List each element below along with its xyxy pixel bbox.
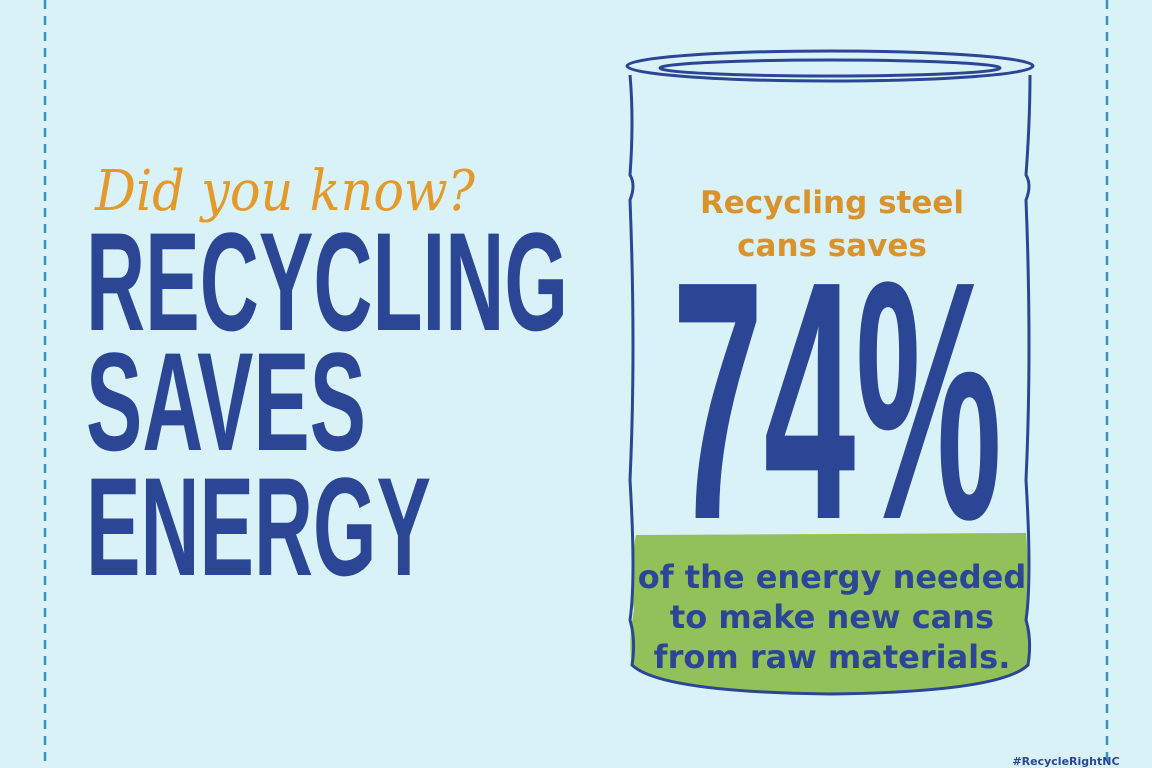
- can-fill: [630, 533, 1030, 694]
- figure: 74%: [672, 211, 1002, 591]
- can-rim: [625, 49, 1035, 83]
- can-lid: [658, 58, 1002, 78]
- can-outro: from raw materials.: [654, 638, 1011, 676]
- headline: SAVES: [86, 323, 366, 480]
- can-intro: cans saves: [737, 228, 927, 264]
- can-intro: Recycling steel: [700, 185, 964, 221]
- headline: ENERGY: [86, 448, 431, 605]
- hashtag: #RecycleRightNC: [1012, 755, 1119, 768]
- headline: RECYCLING: [86, 203, 568, 360]
- can-outro: of the energy needed: [638, 558, 1027, 596]
- can-body: [628, 74, 1032, 696]
- kicker: Did you know?: [94, 159, 476, 224]
- can-outro: to make new cans: [670, 598, 994, 636]
